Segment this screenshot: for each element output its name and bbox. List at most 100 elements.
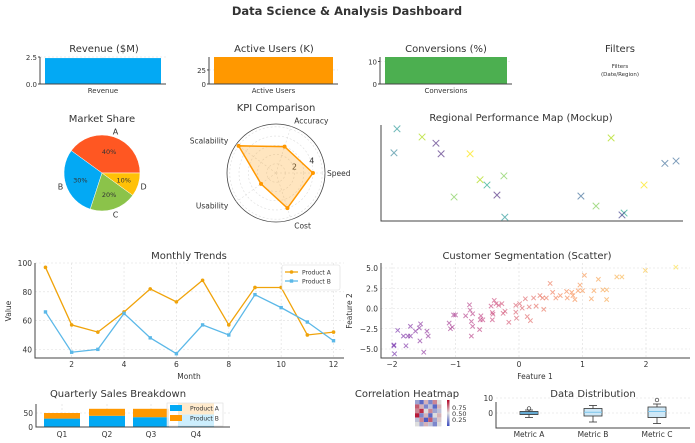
legend-label: Product A <box>190 406 220 413</box>
scatter-point <box>591 288 597 294</box>
stacked-bar-segment <box>44 418 80 427</box>
chart-title: Market Share <box>69 114 135 125</box>
scatter-point <box>490 311 496 317</box>
data-point <box>174 300 179 304</box>
x-tick-label: −2 <box>386 360 397 369</box>
scatter-point <box>564 288 570 295</box>
slice-label: B <box>58 183 64 192</box>
scatter-point <box>470 323 476 329</box>
heatmap-cell <box>428 400 433 405</box>
y-tick-label: 80 <box>22 288 32 297</box>
legend-marker <box>289 279 294 283</box>
customer-segmentation-chart: Customer Segmentation (Scatter) −2 −1 0 1 2 −5… <box>345 251 690 381</box>
scatter-point <box>491 297 497 303</box>
map-marker <box>393 125 401 133</box>
heatmap-cell <box>419 400 424 405</box>
slice-value-label: 10% <box>116 177 130 185</box>
data-point <box>69 350 74 354</box>
scatter-point <box>581 272 587 278</box>
axis-label: Scalability <box>190 137 229 146</box>
map-marker <box>577 192 585 200</box>
scatter-point <box>451 312 457 318</box>
scatter-point <box>600 287 606 293</box>
scatter-point <box>547 280 553 286</box>
scatter-point <box>418 321 424 327</box>
scatter-point <box>407 333 413 339</box>
correlation-heatmap: Correlation Heatmap 0.750.500.25 <box>355 389 466 427</box>
map-marker <box>661 159 669 168</box>
scatter-point <box>463 313 469 319</box>
scatter-point <box>421 349 427 355</box>
data-point <box>253 292 257 297</box>
scatter-point <box>391 342 397 348</box>
scatter-point <box>395 327 401 333</box>
scatter-point <box>564 295 570 301</box>
heatmap-cell <box>428 417 433 422</box>
bar <box>214 57 333 84</box>
legend[interactable]: Product A Product B <box>166 402 224 427</box>
y-tick-label: 10 <box>483 394 493 403</box>
heatmap-cell <box>419 422 424 427</box>
y-tick-label: 40 <box>22 345 32 354</box>
y-axis-label: Value <box>4 300 13 321</box>
scatter-point <box>493 301 499 307</box>
heatmap-cell <box>428 422 433 427</box>
scatter-point <box>477 327 483 333</box>
data-point <box>148 336 152 340</box>
heatmap-cell <box>415 413 420 418</box>
scatter-point <box>604 297 610 303</box>
data-point <box>69 323 74 327</box>
radial-grid <box>229 126 323 220</box>
outlier <box>654 397 660 403</box>
scatter-point <box>449 324 455 330</box>
heatmap-cell <box>423 422 429 427</box>
filters-panel[interactable]: Filters Filters (Date/Region) <box>601 44 639 78</box>
y-tick-label: −5.0 <box>360 345 378 354</box>
scatter-point <box>614 274 620 280</box>
heatmap-cell <box>437 422 442 427</box>
map-marker <box>437 150 445 158</box>
dashboard-title: Data Science & Analysis Dashboard <box>232 4 462 18</box>
y-tick-label: 2.5 <box>366 284 378 293</box>
slice-label: A <box>113 127 119 136</box>
x-tick-label: 12 <box>329 360 339 369</box>
heatmap-cell <box>432 422 437 427</box>
data-point <box>305 320 310 324</box>
map-marker <box>618 211 626 219</box>
filters-label[interactable]: Filters <box>612 64 629 70</box>
map-marker <box>432 139 440 147</box>
stacked-bar-segment <box>89 408 125 416</box>
data-point <box>227 333 231 337</box>
pie-chart: Market Share A 40% B 30% C 20% D 10% <box>58 114 147 220</box>
x-tick-label: 4 <box>122 360 127 369</box>
scatter-point <box>480 317 486 323</box>
radar-point <box>236 143 241 148</box>
data-distribution-boxplot: Data Distribution 0 10 Metric A Metric B Metr… <box>483 389 690 439</box>
y-tick-label: 0 <box>373 81 377 89</box>
axis-spines <box>379 57 512 85</box>
scatter-point <box>417 338 423 344</box>
data-point <box>279 305 283 310</box>
scatter-point <box>506 319 512 325</box>
scatter-point <box>531 295 537 301</box>
map-marker <box>500 172 508 180</box>
scatter-point <box>517 301 523 307</box>
filters-sublabel[interactable]: (Date/Region) <box>601 72 639 78</box>
heatmap-cell <box>437 413 442 418</box>
y-tick-label: 0 <box>488 409 493 418</box>
scatter-point <box>524 314 530 320</box>
heatmap-cell <box>419 417 424 422</box>
kpi-bar-chart-0: Revenue ($M) 0.0 2.5 Revenue <box>26 44 166 95</box>
axis-spines <box>495 402 690 429</box>
y-tick-label: 10 <box>368 59 377 67</box>
scatter-point <box>673 264 679 270</box>
kpi-bar-chart-2: Conversions (%) 0 10 Conversions <box>368 44 512 95</box>
map-marker <box>390 149 398 157</box>
x-axis-label: Feature 1 <box>517 372 553 381</box>
scatter-point <box>619 274 625 280</box>
x-tick-label: Metric A <box>514 430 546 439</box>
radar-point <box>310 171 315 175</box>
axis-spines <box>380 263 690 359</box>
quarterly-sales-chart: Quarterly Sales Breakdown 0 50 Q1 Q2 Q3 Q4 Prod… <box>23 389 230 439</box>
legend[interactable]: Product A Product B <box>281 264 341 291</box>
